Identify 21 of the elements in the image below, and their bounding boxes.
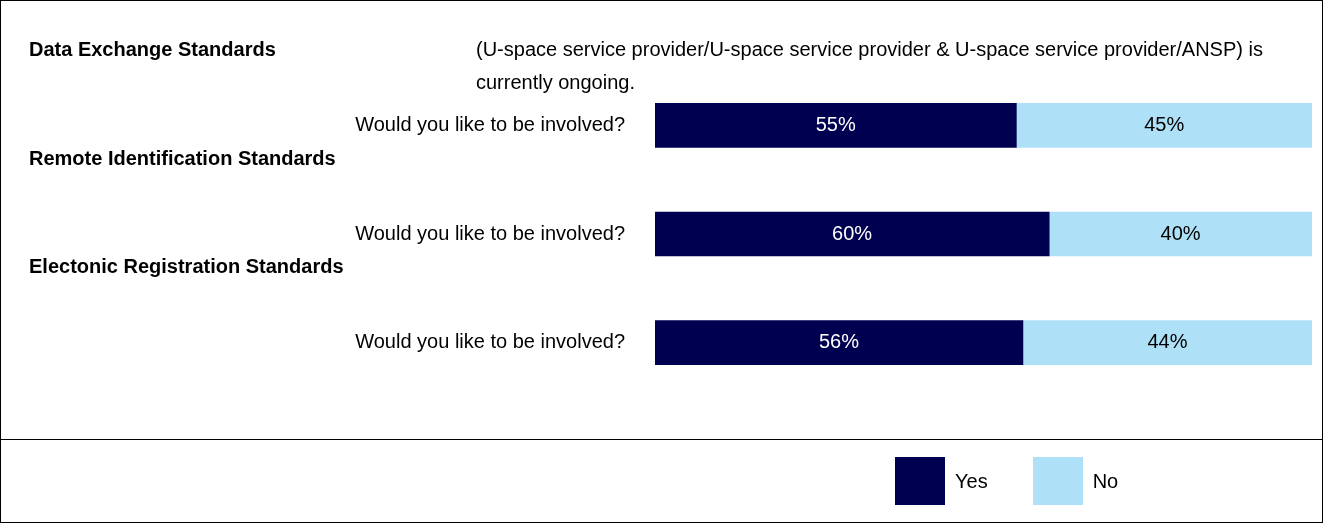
- data-label: 56%: [818, 330, 860, 353]
- annotation: (U-space service provider/U-space service provider & U-space service provider/ANSP) is currently ongoing.: [476, 37, 1263, 93]
- text: Electonic Registration Standards: [29, 255, 344, 278]
- y-tick-label: Would you like to be involved?: [355, 330, 625, 353]
- bar: [1048, 211, 1312, 257]
- bar: [655, 211, 1050, 257]
- bar: [1022, 320, 1312, 365]
- bar: [655, 320, 1024, 365]
- data-label: 45%: [1144, 112, 1185, 135]
- text: Data Exchange Standards: [29, 37, 276, 60]
- legend-label: Yes: [955, 469, 988, 493]
- y-tick-label: Would you like to be involved?: [355, 112, 625, 135]
- legend-label: No: [1092, 469, 1119, 493]
- data-label: 55%: [815, 112, 856, 135]
- bar: [655, 103, 1017, 148]
- y-tick-label: Would you like to be involved?: [355, 221, 625, 244]
- data-label: 40%: [1160, 221, 1201, 244]
- bar: [1016, 103, 1312, 148]
- data-label: 44%: [1147, 330, 1188, 353]
- text: Remote Identification Standards: [29, 146, 336, 169]
- data-label: 60%: [832, 221, 873, 244]
